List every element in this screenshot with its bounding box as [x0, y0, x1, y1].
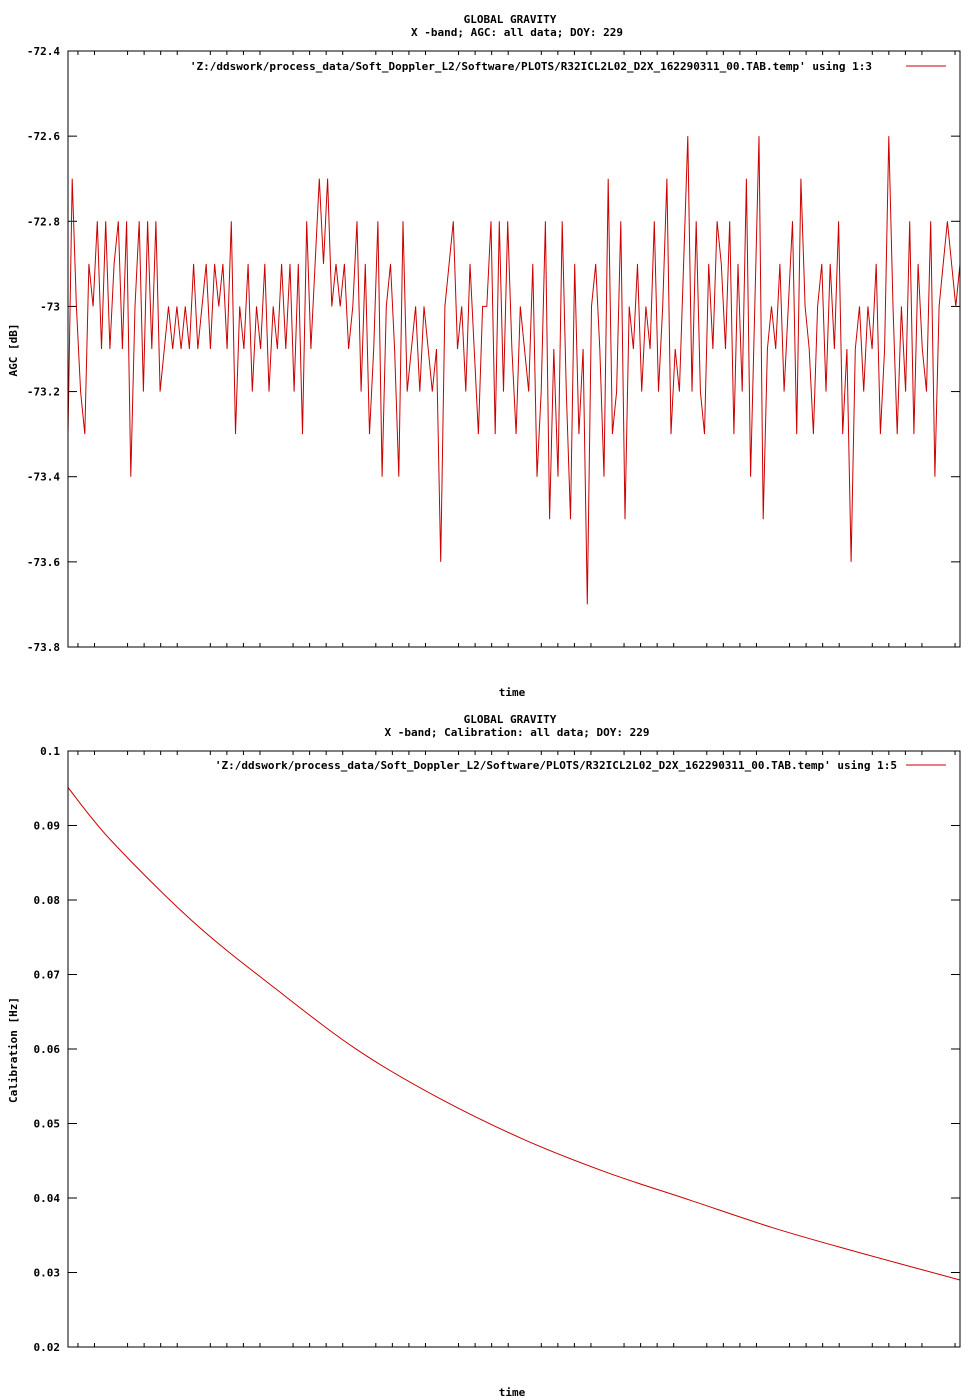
y-tick-label: 0.09	[34, 820, 61, 833]
y-tick-label: 0.02	[34, 1341, 61, 1354]
calibration-chart: GLOBAL GRAVITY X -band; Calibration: all…	[7, 713, 961, 1399]
y-tick-label: -73.6	[27, 556, 60, 569]
y-tick-label: 0.07	[34, 969, 61, 982]
plot-frame	[67, 750, 961, 1348]
x-axis-label: time	[499, 686, 526, 699]
agc-chart: GLOBAL GRAVITY X -band; AGC: all data; D…	[7, 13, 961, 699]
agc-series-line	[67, 136, 961, 605]
x-axis-label: time	[499, 1386, 526, 1399]
chart-title: GLOBAL GRAVITY	[464, 713, 557, 726]
tick-marks	[68, 50, 960, 648]
y-tick-label: -73.8	[27, 641, 60, 654]
legend-label: 'Z:/ddswork/process_data/Soft_Doppler_L2…	[190, 60, 872, 73]
y-tick-labels: 0.1 0.09 0.08 0.07 0.06 0.05 0.04 0.03 0.02	[34, 745, 61, 1354]
y-tick-labels: -72.4 -72.6 -72.8 -73 -73.2 -73.4 -73.6 -73.8	[27, 45, 60, 654]
calibration-series-line	[67, 787, 961, 1281]
y-tick-label: 0.08	[34, 894, 61, 907]
y-tick-label: 0.05	[34, 1118, 61, 1131]
y-tick-label: 0.04	[34, 1192, 61, 1205]
legend-label: 'Z:/ddswork/process_data/Soft_Doppler_L2…	[215, 759, 897, 772]
y-tick-label: 0.06	[34, 1043, 61, 1056]
y-tick-label: 0.03	[34, 1267, 61, 1280]
chart-subtitle: X -band; AGC: all data; DOY: 229	[411, 26, 623, 39]
y-tick-label: -72.6	[27, 130, 60, 143]
y-tick-label: -72.8	[27, 215, 60, 228]
chart-subtitle: X -band; Calibration: all data; DOY: 229	[385, 726, 650, 739]
y-tick-label: -72.4	[27, 45, 60, 58]
plot-frame	[67, 50, 961, 648]
y-tick-label: 0.1	[40, 745, 60, 758]
y-axis-label: AGC [dB]	[7, 324, 20, 377]
chart-title: GLOBAL GRAVITY	[464, 13, 557, 26]
y-tick-label: -73.4	[27, 471, 60, 484]
y-tick-label: -73	[40, 300, 60, 313]
y-tick-label: -73.2	[27, 386, 60, 399]
tick-marks	[68, 750, 960, 1348]
y-axis-label: Calibration [Hz]	[7, 997, 20, 1103]
